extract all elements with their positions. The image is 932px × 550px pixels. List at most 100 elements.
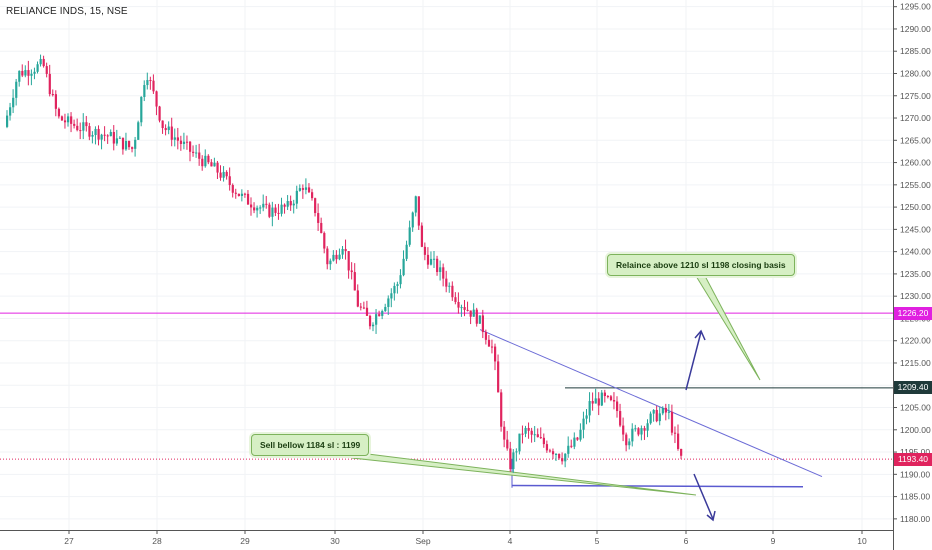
candle xyxy=(18,70,21,87)
candle xyxy=(588,392,591,423)
candle-body xyxy=(466,309,469,311)
candle-body xyxy=(408,227,411,245)
candle xyxy=(603,389,606,403)
candle xyxy=(189,140,192,162)
candle-body xyxy=(265,203,268,205)
candle xyxy=(121,137,125,155)
candle xyxy=(631,423,634,447)
candle-body xyxy=(317,213,320,223)
candle xyxy=(246,190,250,205)
candle xyxy=(661,406,664,416)
candle xyxy=(182,132,186,150)
candle xyxy=(384,303,387,313)
y-tick-label: 1195.00 xyxy=(900,447,930,457)
candle xyxy=(451,281,454,301)
candle xyxy=(298,184,301,192)
candle-body xyxy=(112,131,115,144)
candle xyxy=(210,159,213,167)
candle xyxy=(442,263,445,287)
candle xyxy=(573,432,576,450)
candle xyxy=(585,408,588,425)
candle xyxy=(609,395,613,402)
candle-body xyxy=(91,135,94,137)
candle-body xyxy=(518,433,521,452)
candle-body xyxy=(509,448,512,470)
candle-body xyxy=(179,140,183,144)
candle xyxy=(51,89,54,97)
candle-body xyxy=(487,339,491,347)
y-tick-label: 1295.00 xyxy=(900,2,931,12)
candle-body xyxy=(384,306,387,312)
candle xyxy=(222,166,225,182)
candle-body xyxy=(454,297,457,302)
candle-body xyxy=(420,225,423,247)
candle-body xyxy=(457,301,460,308)
candle xyxy=(381,309,384,320)
candle-body xyxy=(158,106,161,121)
candle-body xyxy=(240,193,244,196)
candle-body xyxy=(97,128,100,140)
candle-body xyxy=(256,207,259,211)
candle-body xyxy=(121,137,125,150)
candle xyxy=(481,309,484,339)
candle-body xyxy=(591,401,594,404)
candle xyxy=(350,262,353,280)
y-tick-label: 1205.00 xyxy=(900,403,931,413)
candle xyxy=(372,322,375,332)
candle xyxy=(378,310,381,317)
candle-body xyxy=(497,361,500,393)
candle-body xyxy=(375,314,378,325)
candle xyxy=(15,78,18,106)
candle xyxy=(390,288,393,308)
candle-body xyxy=(344,248,347,252)
candle-body xyxy=(167,126,170,131)
candle xyxy=(161,120,164,134)
candle-body xyxy=(616,401,619,412)
candle-body xyxy=(320,222,323,233)
candle-body xyxy=(271,207,274,217)
candle xyxy=(365,300,369,317)
candle-body xyxy=(667,411,671,413)
candle xyxy=(225,170,228,180)
candle xyxy=(490,339,494,354)
candle xyxy=(100,133,103,150)
candle-body xyxy=(204,155,207,167)
candle-body xyxy=(109,131,112,137)
candle xyxy=(619,403,622,428)
candle xyxy=(109,129,112,137)
candle-body xyxy=(570,445,573,447)
candle xyxy=(207,154,210,165)
candle xyxy=(670,404,674,436)
candle-body xyxy=(484,332,488,340)
y-tick-label: 1180.00 xyxy=(900,514,930,524)
candle xyxy=(399,269,402,289)
candle-body xyxy=(274,207,277,213)
candle xyxy=(21,64,24,78)
callout-sell-note[interactable]: Sell bellow 1184 sl : 1199 xyxy=(251,434,370,456)
candle-body xyxy=(643,428,646,431)
callout-buy-note[interactable]: Relaince above 1210 sl 1198 closing basi… xyxy=(607,254,795,276)
candle-body xyxy=(423,246,427,255)
candle-body xyxy=(76,125,79,131)
candle-body xyxy=(106,135,109,137)
candle xyxy=(262,194,265,212)
candle xyxy=(231,183,234,198)
candle-body xyxy=(231,185,234,193)
candle xyxy=(643,425,646,440)
candle xyxy=(158,105,161,123)
x-tick-label: 28 xyxy=(152,536,162,546)
candle-body xyxy=(36,64,39,72)
candle xyxy=(265,195,268,209)
candle-body xyxy=(536,434,539,438)
candle xyxy=(460,304,463,317)
candle-body xyxy=(649,413,652,424)
candle xyxy=(240,189,244,202)
candle-body xyxy=(73,123,76,126)
candle xyxy=(179,135,183,151)
candle xyxy=(411,211,414,232)
candle xyxy=(103,126,106,142)
candle-body xyxy=(60,116,64,121)
candle-body xyxy=(436,258,439,273)
candle-body xyxy=(515,451,518,453)
